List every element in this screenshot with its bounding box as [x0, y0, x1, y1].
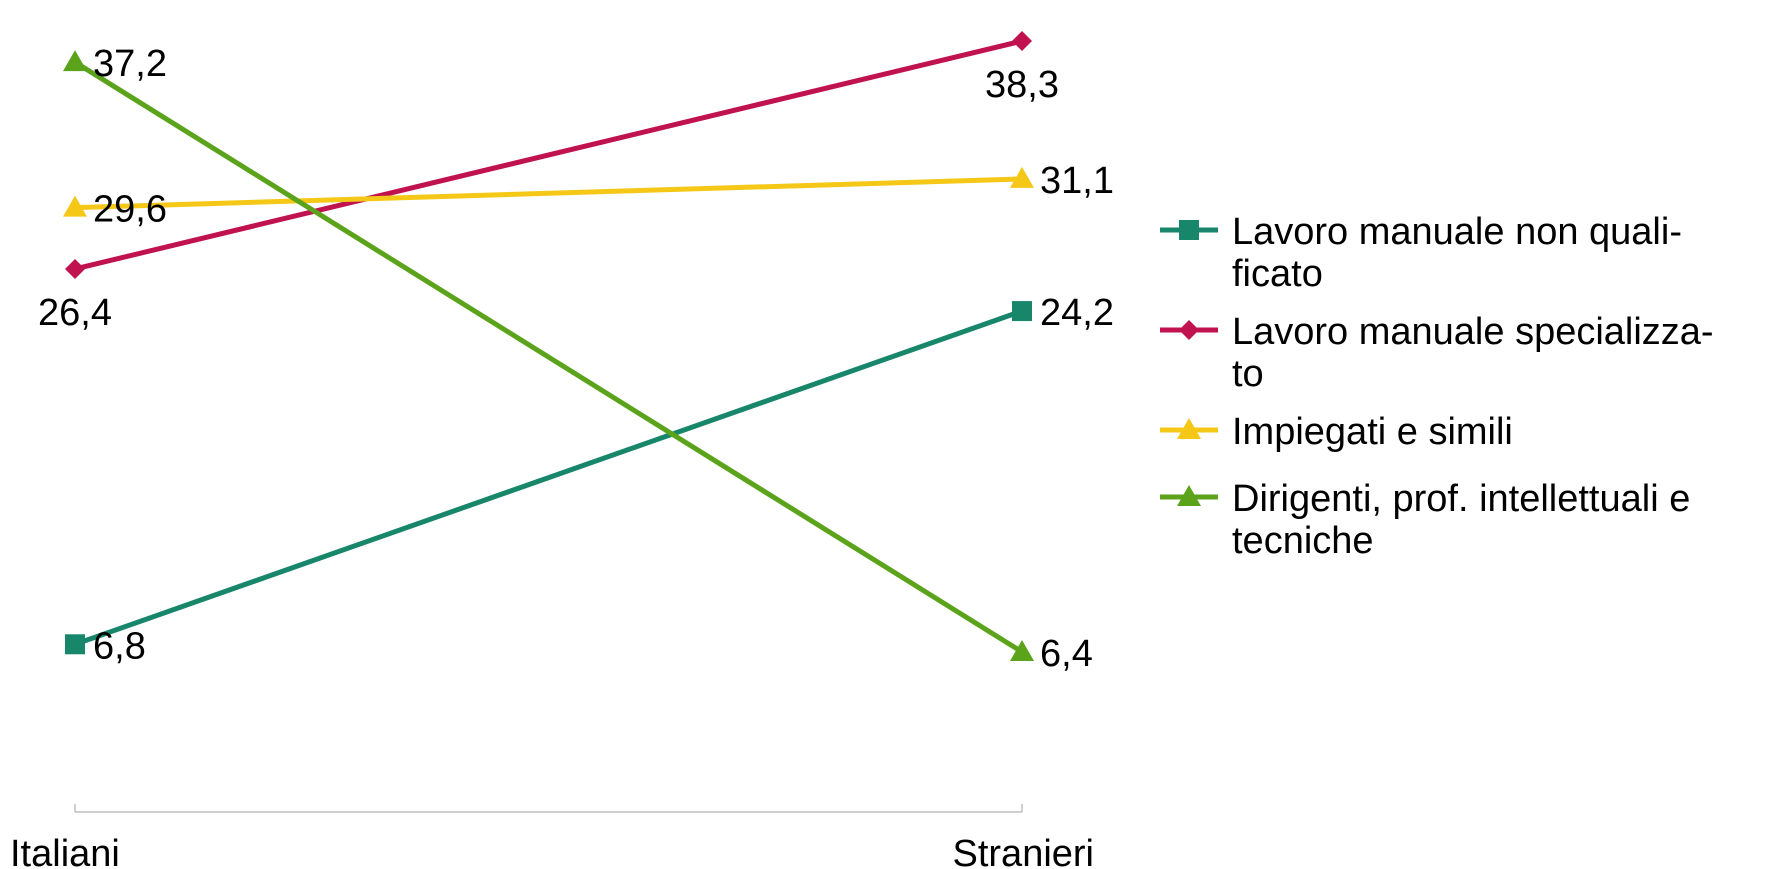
data-point [65, 634, 85, 655]
legend-marker [1179, 220, 1199, 240]
legend-item: Lavoro manuale non quali-ficato [1160, 211, 1682, 295]
legend-marker [1177, 485, 1201, 506]
series-line [74, 176, 1023, 211]
data-label: 24,2 [1040, 292, 1114, 334]
series-group [63, 31, 1034, 661]
legend-marker [1177, 418, 1201, 439]
legend: Lavoro manuale non quali-ficato Lavoro ma… [1160, 211, 1714, 562]
legend-label: Dirigenti, prof. intellettuali e tecniche [1232, 478, 1690, 562]
series-line [74, 38, 1023, 272]
data-point [1010, 166, 1034, 188]
data-label: 6,4 [1040, 633, 1093, 675]
legend-label: Lavoro manuale specializza-to [1232, 311, 1714, 395]
legend-item: Impiegati e simili [1160, 411, 1513, 453]
data-point [1012, 31, 1032, 52]
data-label: 31,1 [1040, 160, 1114, 202]
data-point [63, 195, 87, 217]
data-label-group: 6,8 24,2 26,4 38,3 29,6 31,1 37,2 6,4 [38, 43, 1114, 675]
data-label: 37,2 [93, 43, 167, 85]
series-line [73, 59, 1024, 655]
data-label: 26,4 [38, 292, 112, 334]
x-tick-label: Stranieri [953, 833, 1095, 869]
legend-marker [1179, 320, 1199, 340]
data-point [63, 50, 87, 72]
legend-item: Dirigenti, prof. intellettuali e tecniche [1160, 478, 1690, 562]
legend-item: Lavoro manuale specializza-to [1160, 311, 1714, 395]
series-line [74, 308, 1023, 647]
x-axis: Italiani Stranieri [10, 804, 1094, 869]
x-tick-label: Italiani [10, 833, 120, 869]
legend-label: Lavoro manuale non quali-ficato [1232, 211, 1682, 295]
data-point [65, 258, 85, 279]
data-label: 29,6 [93, 189, 167, 231]
data-label: 6,8 [93, 625, 146, 667]
data-point [1010, 639, 1034, 661]
data-point [1012, 301, 1032, 322]
legend-label: Impiegati e simili [1232, 411, 1513, 453]
data-label: 38,3 [985, 64, 1059, 106]
